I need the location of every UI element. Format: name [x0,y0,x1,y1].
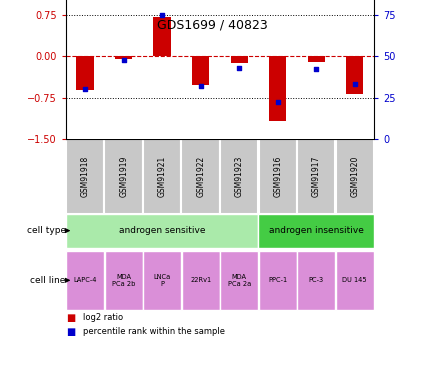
Point [351,81,358,87]
Bar [298,251,335,310]
Text: androgen insensitive: androgen insensitive [269,226,364,235]
Text: GSM91922: GSM91922 [196,156,205,197]
Text: PC-3: PC-3 [309,278,324,284]
Bar [66,214,258,248]
Text: PPC-1: PPC-1 [268,278,287,284]
Bar [220,251,258,310]
Text: GSM91918: GSM91918 [81,156,90,197]
Bar [105,251,142,310]
Text: DU 145: DU 145 [343,278,367,284]
Point [197,83,204,89]
Bar [346,56,363,94]
Text: LAPC-4: LAPC-4 [74,278,97,284]
Bar [76,56,94,90]
Bar [297,139,335,214]
Text: androgen sensitive: androgen sensitive [119,226,205,235]
Bar [143,139,181,214]
Text: cell type: cell type [27,226,66,235]
Text: ■: ■ [66,327,75,337]
Bar [143,251,181,310]
Bar [336,139,374,214]
Bar [259,251,297,310]
Text: LNCa
P: LNCa P [153,274,171,287]
Bar [220,139,258,214]
Bar [66,139,104,214]
Bar [181,139,220,214]
Text: GSM91920: GSM91920 [350,156,359,197]
Text: GSM91916: GSM91916 [273,156,282,197]
Bar [230,56,248,63]
Text: GSM91923: GSM91923 [235,156,244,197]
Point [120,57,127,63]
Bar [105,139,143,214]
Bar [66,251,104,310]
Text: percentile rank within the sample: percentile rank within the sample [83,327,225,336]
Bar [182,251,220,310]
Bar [258,139,297,214]
Text: ■: ■ [66,313,75,322]
Bar [115,56,132,59]
Bar [336,251,374,310]
Text: 22Rv1: 22Rv1 [190,278,211,284]
Point [236,65,243,71]
Text: GSM91917: GSM91917 [312,156,321,197]
Text: cell line: cell line [31,276,66,285]
Text: MDA
PCa 2b: MDA PCa 2b [112,274,135,287]
Text: GDS1699 / 40823: GDS1699 / 40823 [157,19,268,32]
Text: GSM91919: GSM91919 [119,156,128,197]
Text: MDA
PCa 2a: MDA PCa 2a [227,274,251,287]
Point [274,99,281,105]
Text: log2 ratio: log2 ratio [83,313,123,322]
Bar [308,56,325,62]
Bar [192,56,210,85]
Point [313,66,320,72]
Point [82,86,88,92]
Bar [153,16,171,56]
Bar [258,214,374,248]
Point [159,12,166,18]
Text: GSM91921: GSM91921 [158,156,167,197]
Bar [269,56,286,121]
